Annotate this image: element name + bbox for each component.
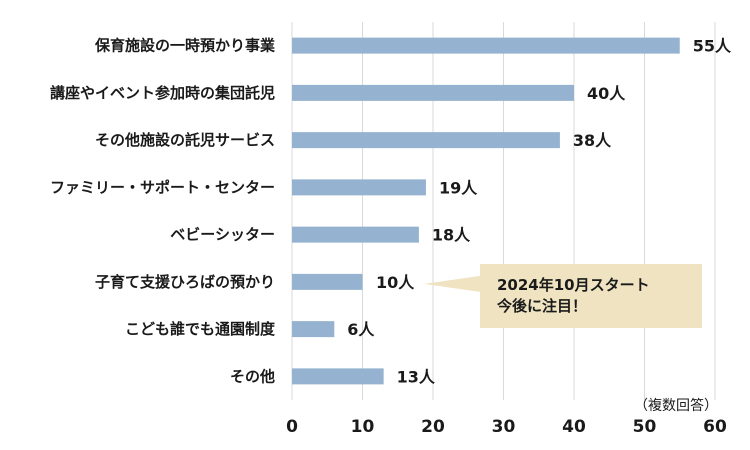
category-label: こども誰でも通園制度 (125, 320, 276, 338)
value-labels: 55人 40人 38人 19人 18人 10人 6人 13人 (347, 37, 732, 387)
value-label: 55人 (693, 37, 732, 56)
x-tick-label: 20 (421, 417, 445, 437)
bar (292, 226, 419, 243)
multiple-answers-note: （複数回答） (634, 397, 718, 414)
x-tick-label: 10 (351, 417, 375, 437)
callout-line-2: 今後に注目！ (496, 297, 587, 315)
value-label: 40人 (587, 84, 626, 103)
bar (292, 84, 574, 101)
category-labels: 保育施設の一時預かり事業講座やイベント参加時の集団託児その他施設の託児サービスフ… (50, 37, 276, 386)
bar (292, 273, 363, 290)
x-tick-label: 0 (286, 417, 298, 437)
value-label: 38人 (573, 131, 612, 150)
bar (292, 368, 384, 385)
value-label: 10人 (376, 273, 415, 292)
x-tick-label: 40 (562, 417, 586, 437)
category-label: 保育施設の一時預かり事業 (94, 37, 276, 55)
bar (292, 179, 426, 196)
value-label: 6人 (347, 320, 375, 339)
x-tick-label: 60 (703, 417, 727, 437)
category-label: ベビーシッター (170, 226, 275, 244)
bar (292, 132, 560, 149)
value-label: 18人 (432, 226, 471, 245)
bar (292, 37, 680, 54)
x-axis-ticks: 0 10 20 30 40 50 60 (286, 417, 727, 437)
category-label: その他施設の託児サービス (95, 131, 275, 149)
bars (292, 37, 680, 385)
gridlines (291, 22, 716, 400)
callout-line-1: 2024年10月スタート (497, 276, 650, 294)
category-label: ファミリー・サポート・センター (50, 178, 275, 196)
category-label: 講座やイベント参加時の集団託児 (50, 84, 275, 102)
value-label: 13人 (397, 367, 436, 386)
x-tick-label: 30 (492, 417, 516, 437)
bar (292, 321, 335, 338)
callout: 2024年10月スタート 今後に注目！ (424, 264, 702, 328)
x-tick-label: 50 (633, 417, 657, 437)
value-label: 19人 (439, 178, 478, 197)
category-label: その他 (230, 367, 275, 385)
category-label: 子育て支援ひろばの預かり (95, 273, 275, 291)
callout-box (424, 264, 702, 328)
